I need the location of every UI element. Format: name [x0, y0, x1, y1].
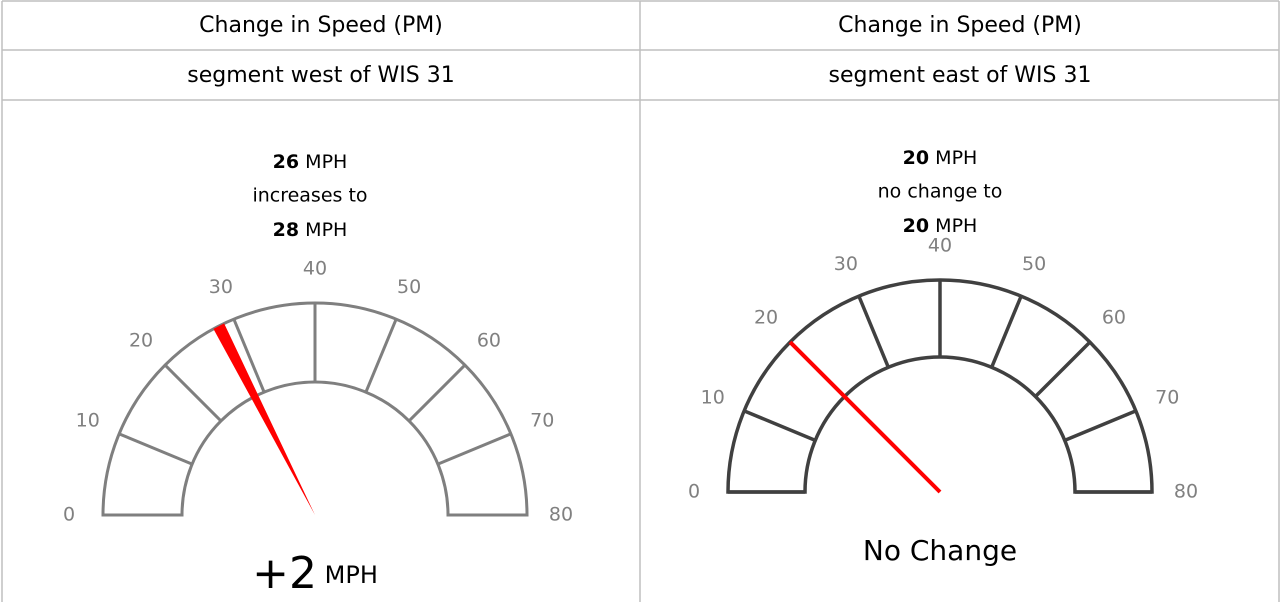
gauge-tick: [437, 432, 512, 466]
gauge-tick: [743, 409, 816, 442]
unit: MPH: [935, 147, 977, 169]
space: [317, 561, 325, 589]
gauge-tick: [857, 295, 890, 368]
change-verb: increases to: [252, 185, 367, 207]
gauge-tick: [364, 318, 398, 393]
subheader-cell: segment east of WIS 31: [829, 63, 1092, 88]
header-cell: Change in Speed (PM): [838, 13, 1082, 38]
gauge-tick: [164, 364, 223, 423]
unit: MPH: [305, 151, 347, 173]
to-speed: 20 MPH: [903, 215, 978, 237]
to-value: 20: [903, 215, 929, 237]
gauge-tick-label: 60: [1102, 307, 1126, 329]
to-value: 28: [273, 219, 299, 241]
needle: [788, 340, 942, 494]
gauge-tick-label: 10: [76, 409, 100, 431]
gauge-tick-label: 40: [303, 258, 327, 280]
from-value: 20: [903, 147, 929, 169]
change-unit: MPH: [325, 561, 378, 589]
gauge-tick-label: 70: [530, 409, 554, 431]
needle: [213, 323, 315, 515]
gauge-tick-label: 80: [1174, 481, 1198, 503]
gauge-tick-label: 80: [549, 504, 573, 526]
from-value: 26: [273, 151, 299, 173]
gauge-tick-label: 60: [477, 330, 501, 352]
subheader-cell: segment west of WIS 31: [187, 63, 455, 88]
gauge-tick: [407, 364, 466, 423]
unit: MPH: [935, 215, 977, 237]
gauge-tick-label: 50: [397, 276, 421, 298]
header-cell: Change in Speed (PM): [199, 13, 443, 38]
gauge-tick-label: 10: [701, 386, 725, 408]
change-label: No Change: [863, 534, 1017, 567]
gauge-tick-label: 30: [209, 276, 233, 298]
gauge-tick-label: 20: [754, 307, 778, 329]
gauge-band: [726, 278, 1154, 494]
change-value: +2: [252, 548, 317, 599]
gauge-tick-label: 0: [688, 481, 700, 503]
from-speed: 26 MPH: [273, 151, 348, 173]
to-speed: 28 MPH: [273, 219, 348, 241]
from-speed: 20 MPH: [903, 147, 978, 169]
change-verb: no change to: [878, 181, 1003, 203]
unit: MPH: [305, 219, 347, 241]
gauge-tick-label: 0: [63, 504, 75, 526]
gauge-tick: [1034, 340, 1092, 398]
gauge-tick: [990, 295, 1023, 368]
gauge-tick: [1064, 409, 1137, 442]
gauge-tick-label: 70: [1155, 386, 1179, 408]
gauge-tick-label: 30: [834, 253, 858, 275]
change-label: +2 MPH: [252, 548, 378, 599]
gauge-tick: [232, 318, 266, 393]
gauge-tick-label: 20: [129, 330, 153, 352]
gauge-tick: [118, 432, 193, 466]
gauge-tick-label: 40: [928, 235, 952, 257]
gauge-tick-label: 50: [1022, 253, 1046, 275]
